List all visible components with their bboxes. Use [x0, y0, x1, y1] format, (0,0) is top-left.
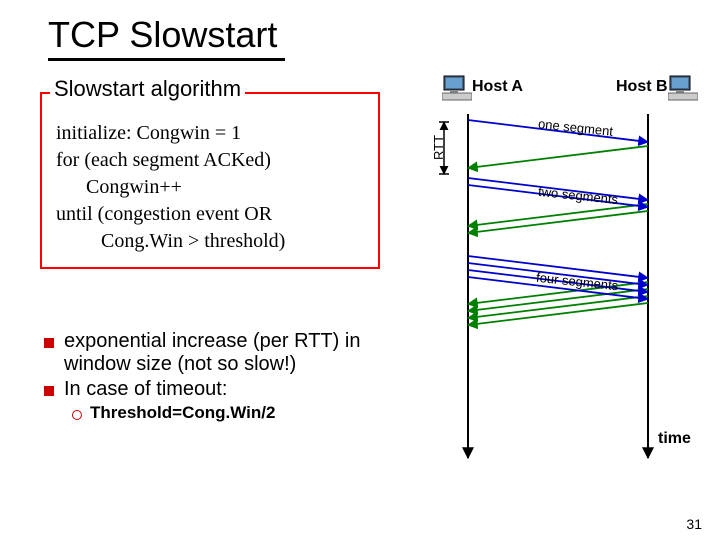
- sub-bullet-1: Threshold=Cong.Win/2: [44, 403, 374, 423]
- rtt-label: RTT: [431, 135, 446, 160]
- sub-bullet-1-text: Threshold=Cong.Win/2: [90, 403, 275, 423]
- bullet-1: exponential increase (per RTT) in window…: [44, 330, 374, 376]
- algorithm-body: initialize: Congwin = 1 for (each segmen…: [56, 120, 364, 255]
- algorithm-box: Slowstart algorithm initialize: Congwin …: [40, 92, 380, 269]
- sequence-diagram: Host A Host B RTT one segment two segmen…: [398, 78, 708, 498]
- page-title: TCP Slowstart: [48, 14, 285, 61]
- square-bullet-icon: [44, 338, 54, 348]
- bullets-section: exponential increase (per RTT) in window…: [44, 330, 374, 425]
- bullet-2: In case of timeout:: [44, 378, 374, 401]
- time-label: time: [658, 430, 691, 448]
- bullet-2-text: In case of timeout:: [64, 378, 227, 401]
- page-number: 31: [686, 516, 702, 532]
- bullet-1-text: exponential increase (per RTT) in window…: [64, 330, 374, 376]
- circle-bullet-icon: [72, 410, 82, 420]
- algorithm-legend: Slowstart algorithm: [50, 76, 245, 102]
- square-bullet-icon: [44, 386, 54, 396]
